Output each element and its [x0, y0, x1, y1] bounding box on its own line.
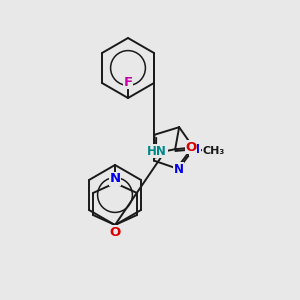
Text: N: N	[173, 163, 183, 176]
Text: O: O	[185, 141, 197, 154]
Text: N: N	[110, 172, 121, 185]
Text: F: F	[123, 76, 133, 88]
Text: CH₃: CH₃	[203, 146, 225, 156]
Text: O: O	[110, 226, 121, 238]
Text: HN: HN	[147, 145, 167, 158]
Text: N: N	[190, 143, 200, 156]
